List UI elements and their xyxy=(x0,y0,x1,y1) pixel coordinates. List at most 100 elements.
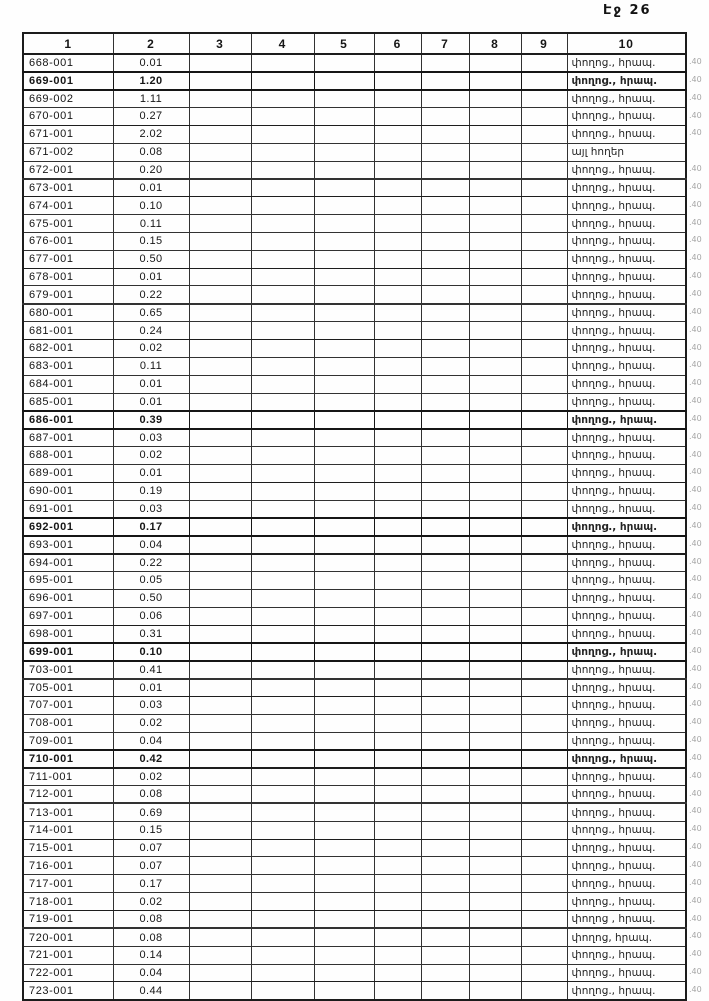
cell-empty xyxy=(420,339,470,358)
margin-mark: .40 xyxy=(689,360,702,370)
table-row: 688-001 0.02 փողոց., հրապ. xyxy=(22,446,687,465)
cell-empty xyxy=(420,160,470,180)
cell-empty xyxy=(250,409,315,430)
cell-land-category: փողոց, հրապ. xyxy=(566,927,687,947)
cell-empty xyxy=(188,570,252,590)
cell-empty xyxy=(250,53,315,73)
cell-empty xyxy=(520,695,568,715)
cell-empty xyxy=(420,196,470,216)
cell-parcel-code: 695-001 xyxy=(22,570,114,590)
cell-area-value: 0.05 xyxy=(112,570,190,590)
cell-parcel-code: 689-001 xyxy=(22,463,114,483)
cell-empty xyxy=(468,785,522,805)
cell-area-value: 0.04 xyxy=(112,731,190,751)
cell-empty xyxy=(468,446,522,465)
cell-parcel-code: 680-001 xyxy=(22,303,114,323)
cell-empty xyxy=(420,142,470,162)
cell-area-value: 0.08 xyxy=(112,785,190,805)
cell-empty xyxy=(420,463,470,483)
cell-empty xyxy=(313,678,375,697)
margin-mark: .40 xyxy=(689,235,702,245)
cell-empty xyxy=(250,267,315,287)
cell-parcel-code: 717-001 xyxy=(22,874,114,894)
cell-empty xyxy=(520,339,568,358)
margin-mark: .40 xyxy=(689,663,702,673)
cell-empty xyxy=(188,339,252,358)
page-number-label: Էջ 26 xyxy=(603,3,652,18)
cell-empty xyxy=(188,285,252,305)
cell-parcel-code: 703-001 xyxy=(22,660,114,680)
cell-empty xyxy=(520,321,568,340)
cell-area-value: 0.01 xyxy=(112,267,190,287)
cell-empty xyxy=(520,713,568,733)
cell-empty xyxy=(420,910,470,930)
cell-empty xyxy=(373,678,422,697)
cell-area-value: 0.07 xyxy=(112,838,190,858)
cell-empty xyxy=(520,428,568,448)
cell-empty xyxy=(313,374,375,394)
cell-area-value: 0.50 xyxy=(112,588,190,608)
cell-parcel-code: 678-001 xyxy=(22,267,114,287)
cell-land-category: փողոց., հրապ. xyxy=(566,838,687,858)
cell-empty xyxy=(420,446,470,465)
cell-empty xyxy=(313,910,375,930)
cell-parcel-code: 720-001 xyxy=(22,927,114,947)
cell-empty xyxy=(468,321,522,340)
cell-empty xyxy=(313,748,375,769)
cell-empty xyxy=(468,892,522,911)
cell-empty xyxy=(373,285,422,305)
cell-area-value: 0.17 xyxy=(112,874,190,894)
cell-empty xyxy=(188,196,252,216)
cell-land-category: փողոց., հրապ. xyxy=(566,731,687,751)
cell-empty xyxy=(468,588,522,608)
cell-empty xyxy=(420,660,470,680)
cell-land-category: փողոց., հրապ. xyxy=(566,856,687,876)
cell-parcel-code: 690-001 xyxy=(22,481,114,501)
cell-empty xyxy=(520,767,568,787)
cell-parcel-code: 715-001 xyxy=(22,838,114,858)
cell-empty xyxy=(250,231,315,251)
cell-empty xyxy=(520,356,568,376)
cell-empty xyxy=(250,535,315,555)
cell-empty xyxy=(520,124,568,144)
cell-land-category: փողոց., հրապ. xyxy=(566,678,687,697)
cell-empty xyxy=(420,963,470,983)
cell-empty xyxy=(373,124,422,144)
cell-empty xyxy=(373,303,422,323)
cell-empty xyxy=(373,874,422,894)
cell-empty xyxy=(188,624,252,644)
cell-empty xyxy=(250,107,315,126)
margin-mark: .40 xyxy=(689,110,702,120)
margin-mark: .40 xyxy=(689,949,702,959)
cell-parcel-code: 705-001 xyxy=(22,678,114,697)
cell-empty xyxy=(373,499,422,519)
cell-empty xyxy=(520,570,568,590)
margin-mark: .40 xyxy=(689,520,702,530)
cell-area-value: 0.08 xyxy=(112,910,190,930)
table-row: 696-001 0.50 փողոց., հրապ. xyxy=(22,588,687,608)
cell-empty xyxy=(373,553,422,572)
cell-empty xyxy=(313,660,375,680)
cell-area-value: 0.20 xyxy=(112,160,190,180)
table-header-row: 1 2 3 4 5 6 7 8 9 10 xyxy=(22,32,687,55)
cell-empty xyxy=(373,535,422,555)
margin-mark: .40 xyxy=(689,342,702,352)
cell-empty xyxy=(313,945,375,965)
cell-empty xyxy=(420,678,470,697)
cell-empty xyxy=(188,767,252,787)
cell-area-value: 0.02 xyxy=(112,767,190,787)
cell-empty xyxy=(468,927,522,947)
cell-area-value: 0.04 xyxy=(112,963,190,983)
cell-empty xyxy=(420,535,470,555)
table-body: 668-001 0.01 փողոց., հրապ. 669-001 1.20 փողոց… xyxy=(22,53,687,1001)
cell-empty xyxy=(250,713,315,733)
cell-parcel-code: 688-001 xyxy=(22,446,114,465)
cell-empty xyxy=(373,624,422,644)
column-header-5: 5 xyxy=(313,32,375,55)
cell-empty xyxy=(313,713,375,733)
cell-empty xyxy=(188,838,252,858)
cell-area-value: 0.08 xyxy=(112,927,190,947)
cell-empty xyxy=(520,392,568,412)
cell-empty xyxy=(188,588,252,608)
cell-empty xyxy=(188,374,252,394)
